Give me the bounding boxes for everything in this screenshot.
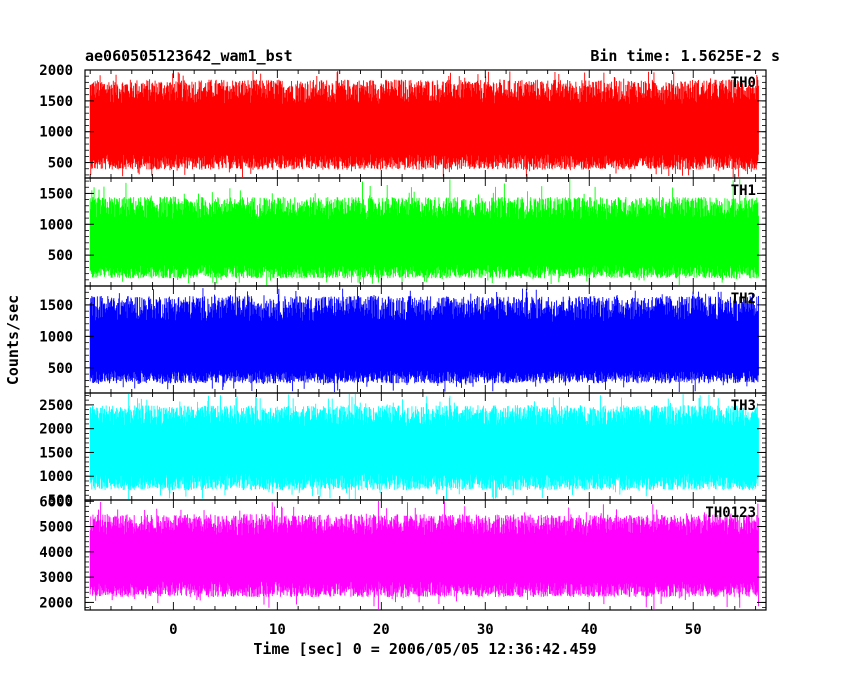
series-trace-th2 bbox=[89, 287, 759, 392]
y-axis-label: Counts/sec bbox=[4, 295, 22, 385]
bin-time-label: Bin time: 1.5625E-2 s bbox=[590, 47, 780, 65]
x-tick-label: 0 bbox=[169, 622, 177, 638]
series-trace-th0123 bbox=[89, 501, 759, 609]
y-tick-label: 1000 bbox=[39, 469, 73, 485]
y-tick-label: 1000 bbox=[39, 217, 73, 233]
panel-label-th0: TH0 bbox=[731, 75, 756, 91]
series-trace-th0 bbox=[89, 71, 759, 177]
y-tick-label: 2500 bbox=[39, 398, 73, 414]
y-tick-label: 1500 bbox=[39, 94, 73, 110]
y-tick-label: 6000 bbox=[39, 494, 73, 510]
y-tick-label: 2000 bbox=[39, 595, 73, 611]
y-tick-label: 2000 bbox=[39, 422, 73, 438]
y-tick-label: 1500 bbox=[39, 186, 73, 202]
y-tick-label: 500 bbox=[48, 248, 73, 264]
chart-title: ae060505123642_wam1_bst bbox=[85, 47, 293, 65]
y-tick-label: 500 bbox=[48, 361, 73, 377]
panel-label-th1: TH1 bbox=[731, 183, 756, 199]
y-tick-label: 2000 bbox=[39, 63, 73, 79]
x-tick-label: 30 bbox=[477, 622, 494, 638]
x-axis-label: Time [sec] 0 = 2006/05/05 12:36:42.459 bbox=[253, 640, 596, 658]
y-tick-label: 5000 bbox=[39, 520, 73, 536]
panel-label-th2: TH2 bbox=[731, 291, 756, 307]
x-tick-label: 10 bbox=[269, 622, 286, 638]
series-trace-th3 bbox=[89, 394, 759, 499]
y-tick-label: 4000 bbox=[39, 545, 73, 561]
x-tick-label: 40 bbox=[581, 622, 598, 638]
x-tick-label: 20 bbox=[373, 622, 390, 638]
panel-frame-th0123 bbox=[84, 499, 767, 611]
y-tick-label: 1000 bbox=[39, 125, 73, 141]
y-tick-label: 500 bbox=[48, 493, 73, 509]
y-tick-label: 500 bbox=[48, 156, 73, 172]
y-tick-label: 1500 bbox=[39, 298, 73, 314]
y-tick-label: 1500 bbox=[39, 445, 73, 461]
series-trace-th1 bbox=[89, 179, 759, 285]
panel-label-th0123: TH0123 bbox=[705, 505, 756, 521]
y-tick-label: 1000 bbox=[39, 329, 73, 345]
panel-label-th3: TH3 bbox=[731, 398, 756, 414]
x-tick-label: 50 bbox=[685, 622, 702, 638]
y-tick-label: 3000 bbox=[39, 570, 73, 586]
